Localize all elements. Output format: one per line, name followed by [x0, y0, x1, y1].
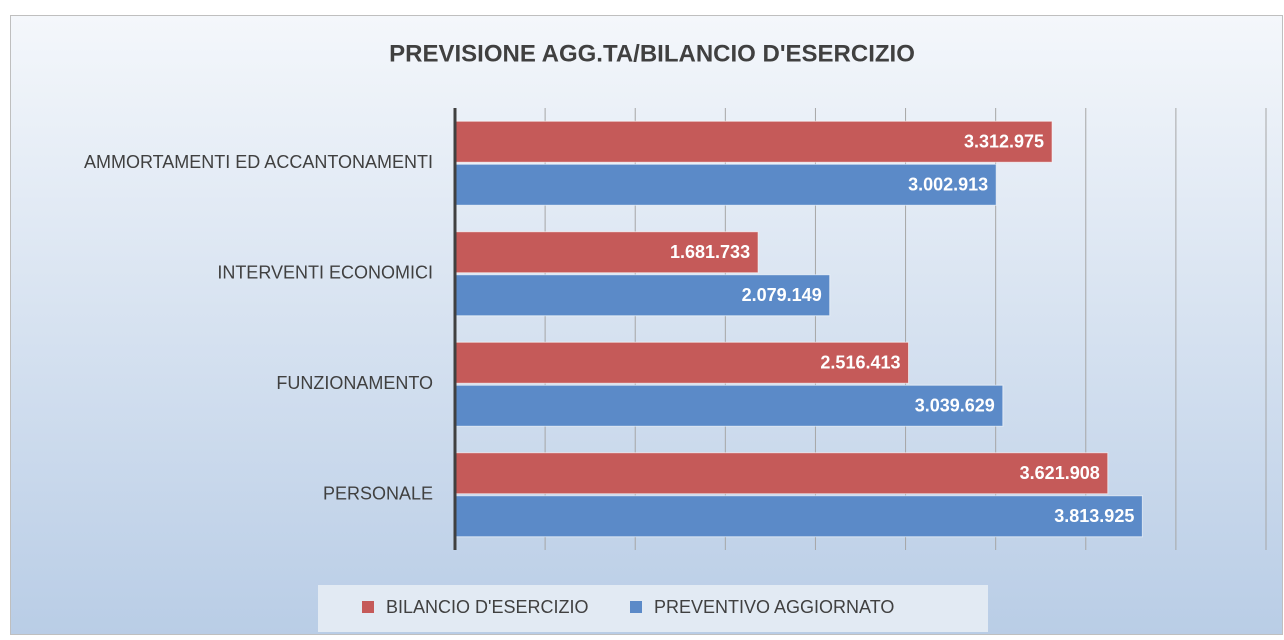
legend-swatch [630, 601, 642, 613]
y-tick-label: AMMORTAMENTI ED ACCANTONAMENTI [84, 152, 433, 172]
bar [454, 120, 1053, 163]
data-label: 3.039.629 [915, 396, 995, 416]
legend-box [318, 585, 988, 632]
y-tick-label: PERSONALE [323, 484, 433, 504]
legend-label: PREVENTIVO AGGIORNATO [654, 597, 894, 617]
legend-swatch [362, 601, 374, 613]
legend-label: BILANCIO D'ESERCIZIO [386, 597, 588, 617]
bar [454, 495, 1143, 538]
y-tick-label: INTERVENTI ECONOMICI [217, 263, 433, 283]
data-label: 2.079.149 [742, 285, 822, 305]
data-label: 3.621.908 [1020, 463, 1100, 483]
data-label: 2.516.413 [820, 353, 900, 373]
data-label: 3.312.975 [964, 132, 1044, 152]
bar [454, 452, 1109, 495]
bar [454, 341, 910, 384]
chart-title: PREVISIONE AGG.TA/BILANCIO D'ESERCIZIO [389, 40, 915, 67]
chart-area [10, 15, 1283, 635]
y-tick-label: FUNZIONAMENTO [276, 373, 433, 393]
bar [454, 163, 997, 206]
data-label: 1.681.733 [670, 242, 750, 262]
bar [454, 231, 759, 274]
bar [454, 274, 831, 317]
data-label: 3.002.913 [908, 175, 988, 195]
data-label: 3.813.925 [1054, 506, 1134, 526]
